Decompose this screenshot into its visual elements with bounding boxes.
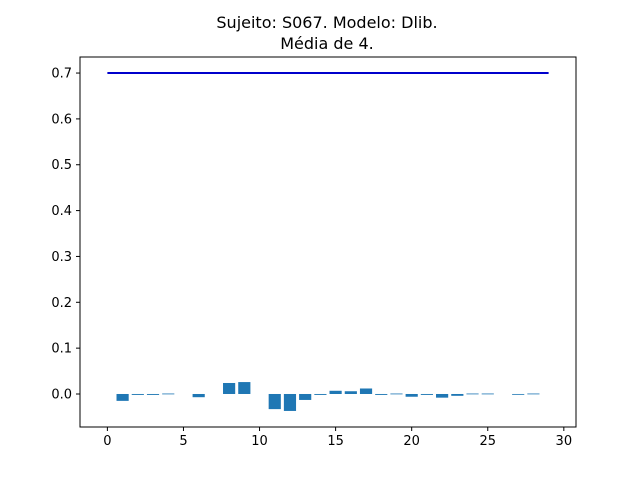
y-tick-label: 0.6	[51, 112, 72, 127]
bar-9	[238, 382, 251, 394]
bar-16	[344, 391, 357, 394]
chart-title-line1: Sujeito: S067. Modelo: Dlib.	[216, 13, 437, 32]
x-tick-label: 30	[556, 434, 573, 449]
bar-4	[162, 393, 175, 395]
x-tick-label: 15	[327, 434, 344, 449]
bar-8	[223, 382, 236, 394]
bar-3	[146, 393, 160, 395]
bar-14	[314, 393, 327, 395]
bar-11	[268, 393, 281, 410]
y-tick-label: 0.4	[51, 204, 72, 219]
bar-6	[192, 393, 205, 398]
bar-19	[390, 393, 403, 395]
bar-25	[481, 393, 494, 395]
bar-28	[527, 393, 540, 395]
bar-23	[451, 393, 464, 396]
x-tick-label: 25	[479, 434, 496, 449]
bar-1	[116, 393, 129, 401]
y-tick-label: 0.7	[51, 67, 72, 82]
y-tick-label: 0.1	[51, 342, 72, 357]
bar-15	[329, 390, 342, 394]
y-tick-label: 0.3	[51, 250, 72, 265]
bar-22	[436, 393, 449, 398]
x-tick-label: 5	[179, 434, 187, 449]
y-tick-label: 0.5	[51, 158, 72, 173]
bar-13	[299, 393, 312, 400]
bar-21	[420, 393, 433, 395]
plot-area	[107, 72, 549, 411]
x-axis: 0 5 10 15 20 25 30	[103, 427, 572, 449]
bar-20	[405, 393, 418, 397]
bar-24	[466, 393, 479, 395]
y-axis: 0.0 0.1 0.2 0.3 0.4 0.5 0.6 0.7	[51, 67, 80, 402]
bar-12	[283, 393, 297, 411]
x-tick-label: 0	[103, 434, 111, 449]
bar-18	[375, 393, 388, 395]
bar-17	[359, 388, 373, 394]
bar-2	[131, 393, 144, 395]
x-tick-label: 10	[251, 434, 268, 449]
axes-frame	[79, 56, 577, 428]
y-tick-label: 0.0	[51, 387, 72, 402]
bar-27	[512, 393, 525, 395]
y-tick-label: 0.2	[51, 296, 72, 311]
x-tick-label: 20	[403, 434, 420, 449]
chart-title-line2: Média de 4.	[280, 34, 374, 53]
